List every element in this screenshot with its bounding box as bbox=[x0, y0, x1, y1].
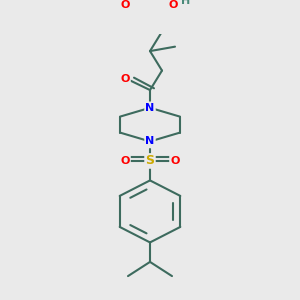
Text: N: N bbox=[146, 136, 154, 146]
Text: S: S bbox=[146, 154, 154, 167]
Text: O: O bbox=[120, 74, 130, 84]
Text: N: N bbox=[146, 103, 154, 113]
Text: O: O bbox=[120, 156, 130, 166]
Text: H: H bbox=[182, 0, 190, 6]
Text: O: O bbox=[120, 0, 130, 10]
Text: O: O bbox=[168, 0, 178, 10]
Text: O: O bbox=[170, 156, 180, 166]
